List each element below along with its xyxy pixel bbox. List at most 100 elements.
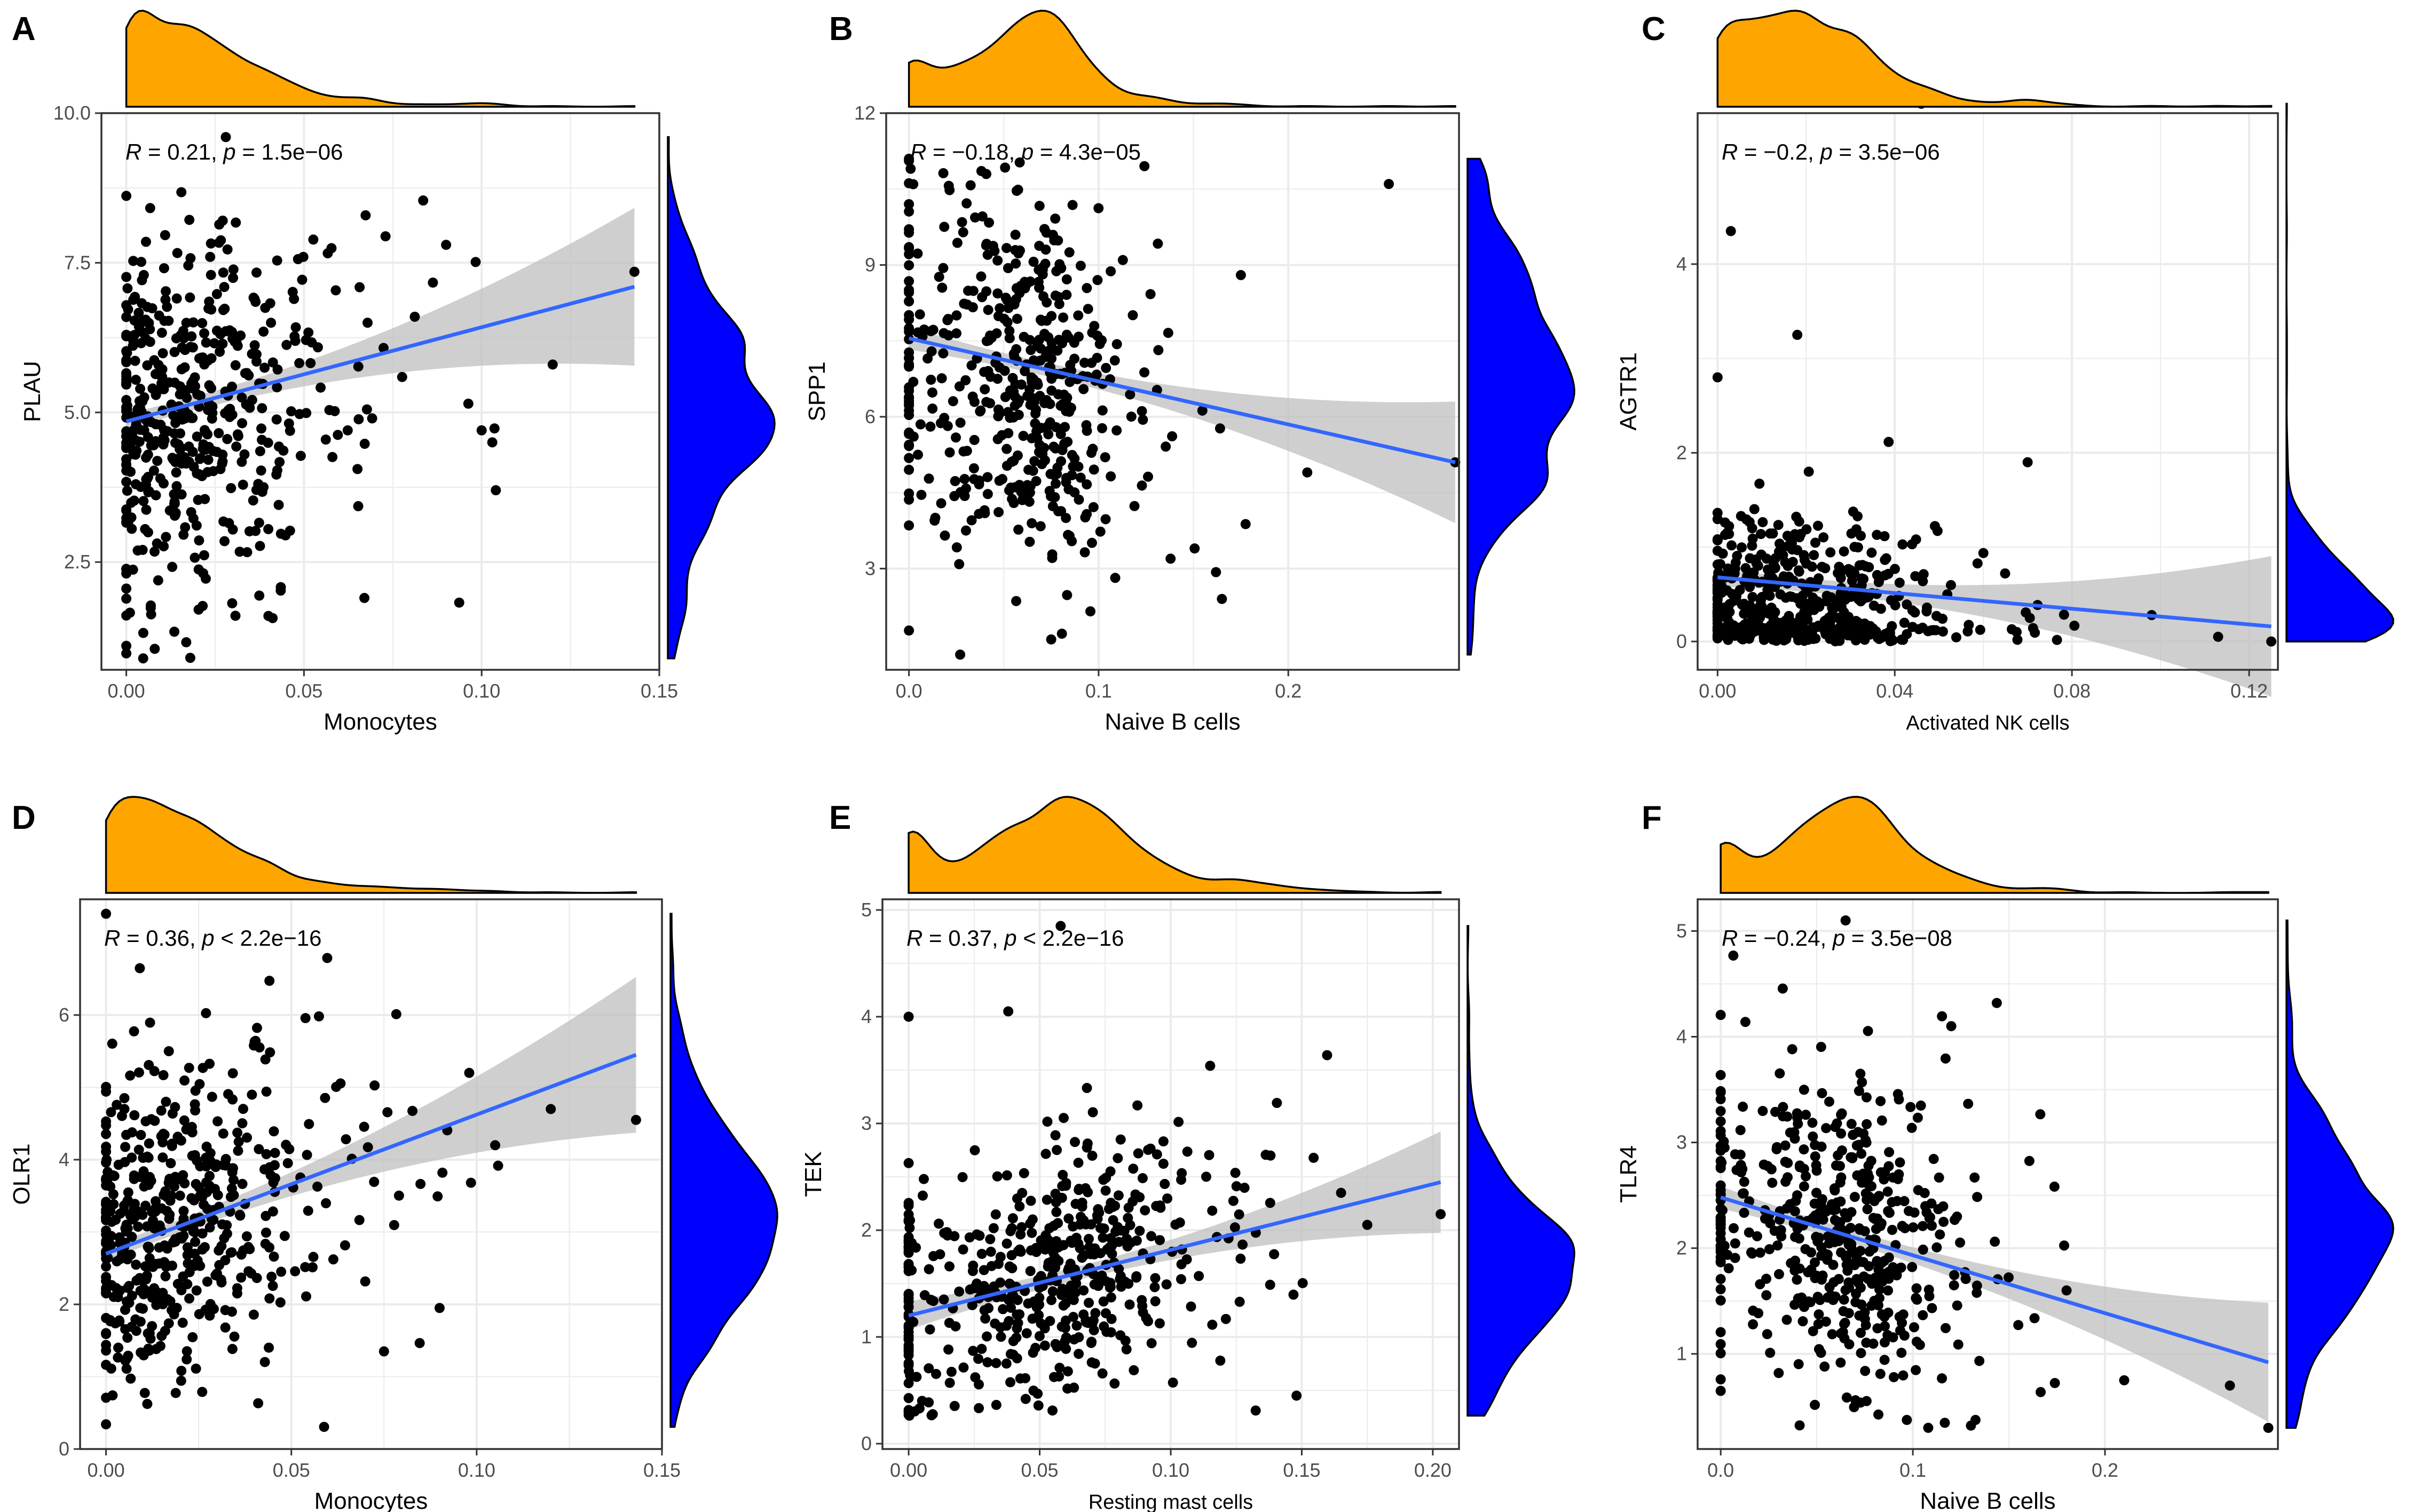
data-point bbox=[1137, 1173, 1148, 1184]
data-point bbox=[904, 347, 914, 358]
data-point bbox=[958, 1244, 968, 1255]
data-point bbox=[1715, 1163, 1726, 1174]
data-point bbox=[257, 403, 267, 414]
data-point bbox=[1919, 1188, 1930, 1198]
data-point bbox=[944, 1261, 955, 1272]
data-point bbox=[105, 1316, 116, 1327]
data-point bbox=[1082, 1083, 1092, 1094]
data-point bbox=[1061, 1332, 1071, 1343]
data-point bbox=[1762, 1329, 1772, 1340]
data-points bbox=[904, 153, 1461, 660]
data-point bbox=[998, 1304, 1008, 1315]
data-point bbox=[491, 485, 501, 496]
data-point bbox=[993, 507, 1004, 518]
data-point bbox=[1814, 1232, 1825, 1243]
data-point bbox=[1850, 635, 1861, 646]
data-point bbox=[967, 391, 978, 402]
data-point bbox=[1141, 1313, 1152, 1324]
data-point bbox=[1071, 1320, 1082, 1331]
data-point bbox=[1875, 604, 1886, 614]
data-point bbox=[1851, 524, 1862, 535]
data-point bbox=[1087, 1318, 1098, 1329]
data-point bbox=[121, 583, 132, 594]
x-tick-label: 0.00 bbox=[1699, 680, 1736, 702]
data-point bbox=[1765, 621, 1776, 631]
data-point bbox=[101, 1340, 112, 1350]
data-point bbox=[248, 1309, 259, 1320]
data-point bbox=[943, 1344, 954, 1355]
data-point bbox=[1715, 1130, 1726, 1141]
data-point bbox=[1882, 1186, 1893, 1197]
data-point bbox=[391, 1009, 401, 1019]
data-points bbox=[121, 132, 640, 664]
data-point bbox=[1060, 422, 1070, 432]
data-point bbox=[233, 1145, 243, 1156]
data-point bbox=[1055, 263, 1066, 274]
y-tick-label: 4 bbox=[59, 1149, 69, 1170]
data-point bbox=[1772, 1240, 1783, 1251]
data-point bbox=[1990, 1237, 2000, 1247]
data-point bbox=[1971, 1287, 1982, 1298]
data-point bbox=[1064, 247, 1075, 258]
data-point bbox=[976, 271, 987, 282]
data-point bbox=[1801, 1110, 1811, 1120]
data-point bbox=[101, 1142, 112, 1152]
data-point bbox=[1861, 1137, 1872, 1148]
data-point bbox=[264, 1293, 275, 1304]
data-point bbox=[990, 1318, 1000, 1329]
data-point bbox=[177, 1317, 188, 1328]
data-point bbox=[1058, 1113, 1069, 1123]
y-marginal-density bbox=[667, 136, 776, 660]
data-point bbox=[463, 398, 474, 409]
data-point bbox=[128, 449, 139, 460]
data-point bbox=[1860, 1188, 1871, 1199]
data-point bbox=[1747, 533, 1758, 544]
data-point bbox=[160, 1271, 171, 1281]
data-point bbox=[122, 347, 132, 358]
data-point bbox=[2049, 1378, 2060, 1388]
data-point bbox=[1847, 1152, 1858, 1162]
data-point bbox=[1265, 1150, 1276, 1161]
data-point bbox=[954, 1286, 965, 1297]
data-point bbox=[1060, 1315, 1071, 1326]
data-point bbox=[1115, 1134, 1126, 1145]
data-point bbox=[152, 456, 163, 466]
data-point bbox=[312, 1181, 323, 1192]
data-point bbox=[163, 1177, 174, 1188]
data-point bbox=[1083, 304, 1093, 314]
data-point bbox=[1738, 1188, 1748, 1199]
data-point bbox=[154, 310, 164, 321]
data-point bbox=[382, 1107, 393, 1118]
data-point bbox=[1846, 1119, 1857, 1129]
data-point bbox=[146, 417, 156, 428]
data-point bbox=[1794, 1420, 1805, 1431]
data-point bbox=[958, 227, 968, 238]
data-point bbox=[1003, 428, 1014, 439]
data-point bbox=[1051, 422, 1061, 433]
data-point bbox=[123, 1350, 133, 1361]
data-point bbox=[1234, 1209, 1244, 1220]
data-point bbox=[1047, 501, 1058, 511]
data-point bbox=[195, 1161, 206, 1171]
x-tick-label: 0.15 bbox=[643, 1459, 681, 1481]
data-point bbox=[359, 439, 370, 449]
data-point bbox=[904, 206, 914, 217]
panel-e: ER = 0.37, p < 2.2e−160.00 0.05 0.10 0.15 0.… bbox=[800, 796, 1575, 1512]
data-point bbox=[101, 1288, 112, 1299]
data-point bbox=[389, 1220, 399, 1230]
data-point bbox=[242, 1133, 253, 1143]
data-point bbox=[1860, 1320, 1871, 1331]
data-point bbox=[211, 326, 222, 336]
x-tick-label: 0.05 bbox=[1021, 1459, 1059, 1481]
data-point bbox=[1872, 529, 1882, 540]
data-point bbox=[1874, 1191, 1884, 1201]
data-point bbox=[1876, 1115, 1887, 1126]
data-point bbox=[215, 464, 226, 474]
data-point bbox=[1793, 1359, 1804, 1369]
data-point bbox=[359, 592, 370, 603]
data-point bbox=[266, 318, 277, 328]
data-point bbox=[101, 1199, 112, 1209]
data-point bbox=[1073, 310, 1084, 321]
data-point bbox=[1002, 295, 1013, 306]
